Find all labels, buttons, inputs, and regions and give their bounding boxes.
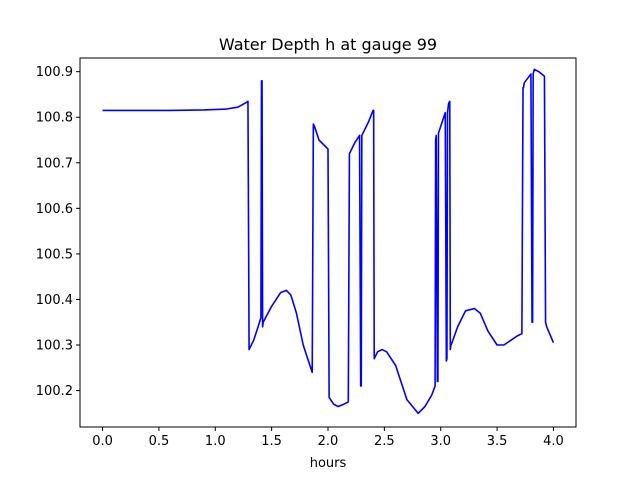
y-tick-label: 100.4 xyxy=(36,293,73,308)
series-line xyxy=(102,68,555,415)
plot-area: 0.0 0.5 1.0 1.5 2.0 2.5 3.0 3.5 4.0 100.2100.310… xyxy=(36,57,577,449)
x-tick-label: 0.0 xyxy=(92,434,113,449)
x-axis: 0.0 0.5 1.0 1.5 2.0 2.5 3.0 3.5 4.0 xyxy=(92,427,564,449)
x-tick-label: 4.0 xyxy=(543,434,564,449)
x-tick-label: 2.0 xyxy=(318,434,339,449)
x-tick-label: 1.5 xyxy=(261,434,282,449)
y-tick-label: 100.2 xyxy=(36,384,73,399)
y-axis: 100.2 100.3 100.4 100.5 100.6 100.7 100.8 100.9 xyxy=(36,65,80,399)
y-tick-label: 100.6 xyxy=(36,202,73,217)
chart-title: Water Depth h at gauge 99 xyxy=(219,35,437,54)
x-tick-label: 3.5 xyxy=(487,434,508,449)
y-tick-label: 100.5 xyxy=(36,247,73,262)
x-tick-label: 3.0 xyxy=(430,434,451,449)
y-tick-label: 100.3 xyxy=(36,339,73,354)
y-tick-label: 100.8 xyxy=(36,111,73,126)
y-tick-label: 100.9 xyxy=(36,65,73,80)
x-tick-label: 1.0 xyxy=(205,434,226,449)
x-tick-label: 2.5 xyxy=(374,434,395,449)
x-axis-label: hours xyxy=(310,456,347,471)
x-tick-label: 0.5 xyxy=(149,434,170,449)
y-tick-label: 100.7 xyxy=(36,156,73,171)
